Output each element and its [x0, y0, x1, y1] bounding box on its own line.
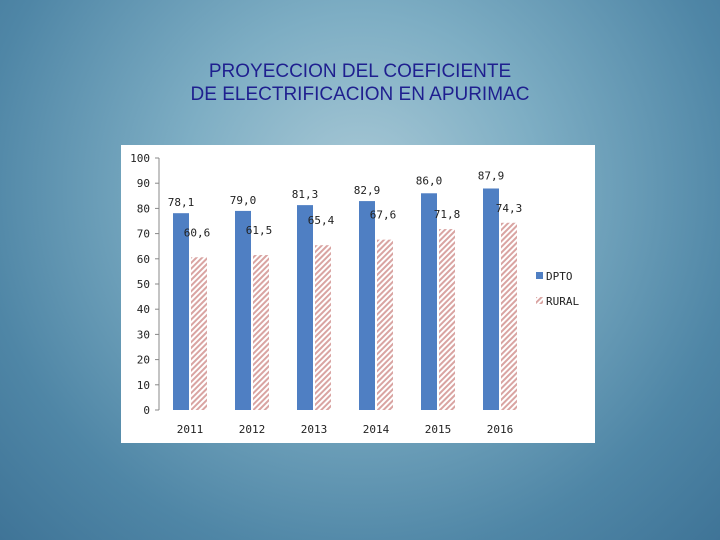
x-tick-label: 2013 [301, 423, 328, 436]
y-axis: 0 10 20 30 40 50 60 70 80 90 100 [130, 152, 160, 417]
y-tick-label: 100 [130, 152, 150, 165]
bar-chart: 0 10 20 30 40 50 60 70 80 90 100 78,1 60,6 79,0 61,5 8… [130, 152, 579, 436]
legend-swatch-dpto [536, 272, 543, 279]
x-tick-label: 2014 [363, 423, 390, 436]
title-line-2: DE ELECTRIFICACION EN APURIMAC [190, 84, 530, 105]
dpto-value-label: 82,9 [354, 184, 381, 197]
y-tick-label: 40 [137, 303, 150, 316]
x-tick-label: 2015 [425, 423, 452, 436]
dpto-value-label: 79,0 [230, 194, 257, 207]
x-tick-label: 2011 [177, 423, 204, 436]
slide-title: PROYECCION DEL COEFICIENTE DE ELECTRIFIC… [0, 60, 720, 106]
y-tick-label: 20 [137, 354, 150, 367]
y-tick-label: 50 [137, 278, 150, 291]
y-tick-label: 60 [137, 253, 150, 266]
rural-bar [377, 239, 393, 410]
x-tick-label: 2012 [239, 423, 266, 436]
rural-value-label: 61,5 [246, 224, 273, 237]
legend-label-rural: RURAL [546, 295, 579, 308]
title-line-1: PROYECCION DEL COEFICIENTE [208, 61, 512, 82]
dpto-bar [483, 188, 499, 410]
dpto-value-label: 81,3 [292, 188, 319, 201]
x-axis: 2011 2012 2013 2014 2015 2016 [177, 423, 514, 436]
dpto-bar [421, 193, 437, 410]
legend-label-dpto: DPTO [546, 270, 573, 283]
y-tick-label: 30 [137, 328, 150, 341]
dpto-bar [359, 201, 375, 410]
rural-value-label: 65,4 [308, 214, 335, 227]
legend: DPTO RURAL [536, 270, 579, 308]
dpto-value-label: 86,0 [416, 174, 443, 187]
rural-value-label: 60,6 [184, 226, 211, 239]
rural-bar [439, 229, 455, 410]
rural-bar [191, 257, 207, 410]
dpto-bar [173, 213, 189, 410]
rural-value-label: 71,8 [434, 208, 461, 221]
dpto-value-label: 78,1 [168, 196, 195, 209]
y-tick-label: 80 [137, 202, 150, 215]
data-labels: 78,1 60,6 79,0 61,5 81,3 65,4 82,9 67,6 86,0 71,8… [168, 169, 523, 239]
dpto-value-label: 87,9 [478, 169, 505, 182]
rural-bar [501, 222, 517, 410]
dpto-bar [235, 210, 251, 410]
rural-bar [315, 245, 331, 410]
dpto-bar [297, 205, 313, 410]
legend-swatch-rural [536, 297, 543, 304]
y-tick-label: 90 [137, 177, 150, 190]
chart-area: 0 10 20 30 40 50 60 70 80 90 100 78,1 60,6 79,0 61,5 8… [121, 145, 595, 443]
rural-value-label: 74,3 [496, 202, 523, 215]
y-tick-label: 70 [137, 228, 150, 241]
bars [173, 188, 517, 410]
rural-value-label: 67,6 [370, 209, 397, 222]
y-tick-label: 0 [143, 404, 150, 417]
y-tick-label: 10 [137, 379, 150, 392]
x-tick-label: 2016 [487, 423, 514, 436]
rural-bar [253, 255, 269, 410]
